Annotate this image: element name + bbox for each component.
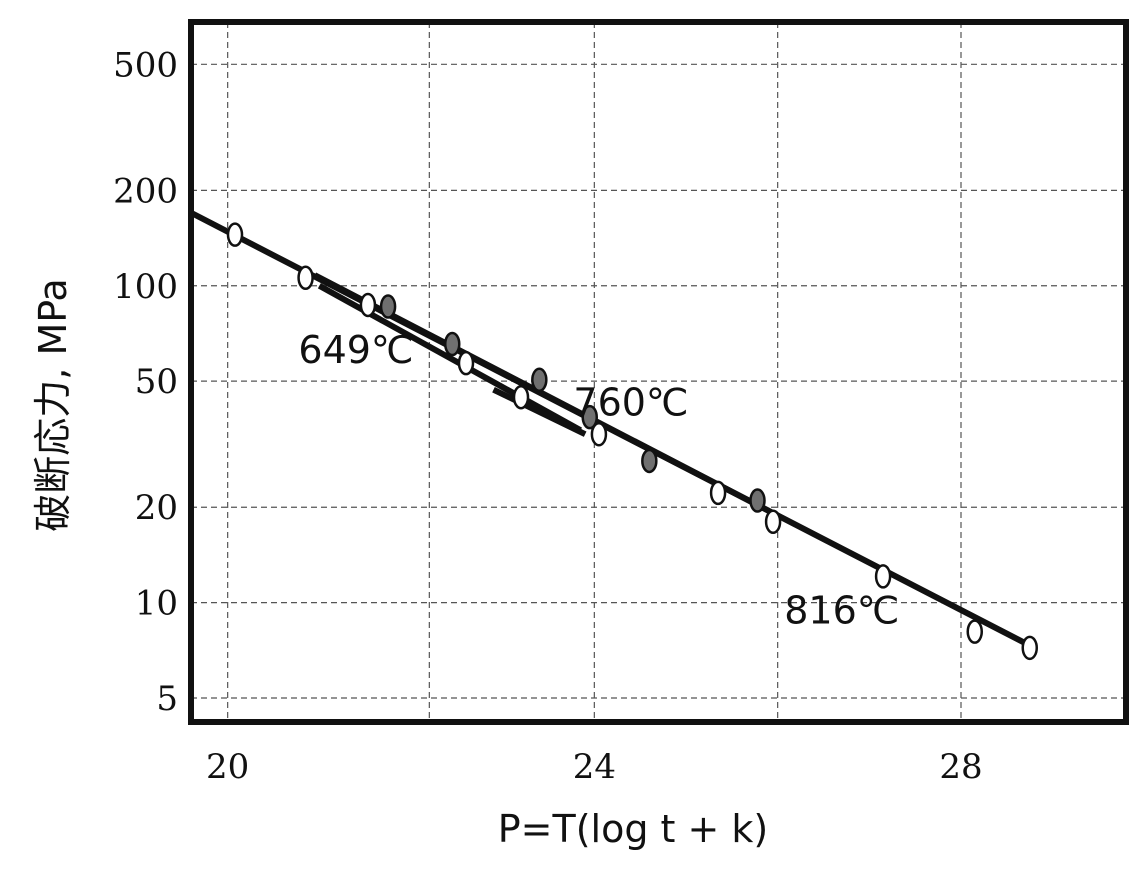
y-tick-label-0: 5 xyxy=(156,679,178,719)
data-point-open-6 xyxy=(709,480,727,506)
data-point-open-7 xyxy=(764,509,782,534)
y-tick-label-1: 10 xyxy=(135,584,178,624)
y-tick-label-4: 100 xyxy=(113,267,178,307)
y-tick-label-6: 500 xyxy=(113,45,178,85)
data-point-open-2 xyxy=(359,292,377,318)
x-axis-title: P=T(log t + k) xyxy=(498,807,769,851)
fit-lines xyxy=(189,210,1036,651)
x-tick-label-0: 20 xyxy=(206,747,249,787)
fit-line-3 xyxy=(492,386,587,437)
data-point-open-8 xyxy=(874,564,892,589)
data-point-open-3 xyxy=(457,350,475,376)
data-points xyxy=(226,222,1038,661)
data-point-filled-0 xyxy=(379,294,397,319)
y-tick-labels: 5 10 20 50 100 200 500 xyxy=(113,45,178,719)
y-tick-label-2: 20 xyxy=(135,488,178,528)
temperature-annotations: 649℃ 760℃ 816℃ xyxy=(298,328,899,632)
annotation-2: 816℃ xyxy=(784,588,899,632)
x-tick-label-1: 24 xyxy=(573,747,616,787)
x-tick-label-2: 28 xyxy=(939,747,982,787)
data-point-filled-2 xyxy=(531,367,548,393)
data-point-filled-1 xyxy=(444,331,461,357)
annotation-0: 649℃ xyxy=(298,328,413,372)
data-point-open-4 xyxy=(512,384,530,410)
data-point-open-0 xyxy=(226,222,244,247)
data-point-open-9 xyxy=(966,619,983,644)
grid-lines xyxy=(191,22,1126,722)
y-tick-label-5: 200 xyxy=(113,171,178,211)
data-point-open-1 xyxy=(297,265,314,291)
data-point-filled-4 xyxy=(641,448,658,474)
y-tick-label-3: 50 xyxy=(135,362,178,402)
data-point-filled-5 xyxy=(749,488,766,513)
data-point-open-10 xyxy=(1021,635,1038,661)
y-axis-title: 破断応力, MPa xyxy=(31,278,75,531)
data-point-filled-3 xyxy=(581,404,598,430)
annotation-1: 760℃ xyxy=(573,380,688,424)
x-tick-labels: 20 24 28 xyxy=(206,747,983,787)
plot-frame xyxy=(188,19,1129,725)
data-point-open-5 xyxy=(590,421,608,447)
